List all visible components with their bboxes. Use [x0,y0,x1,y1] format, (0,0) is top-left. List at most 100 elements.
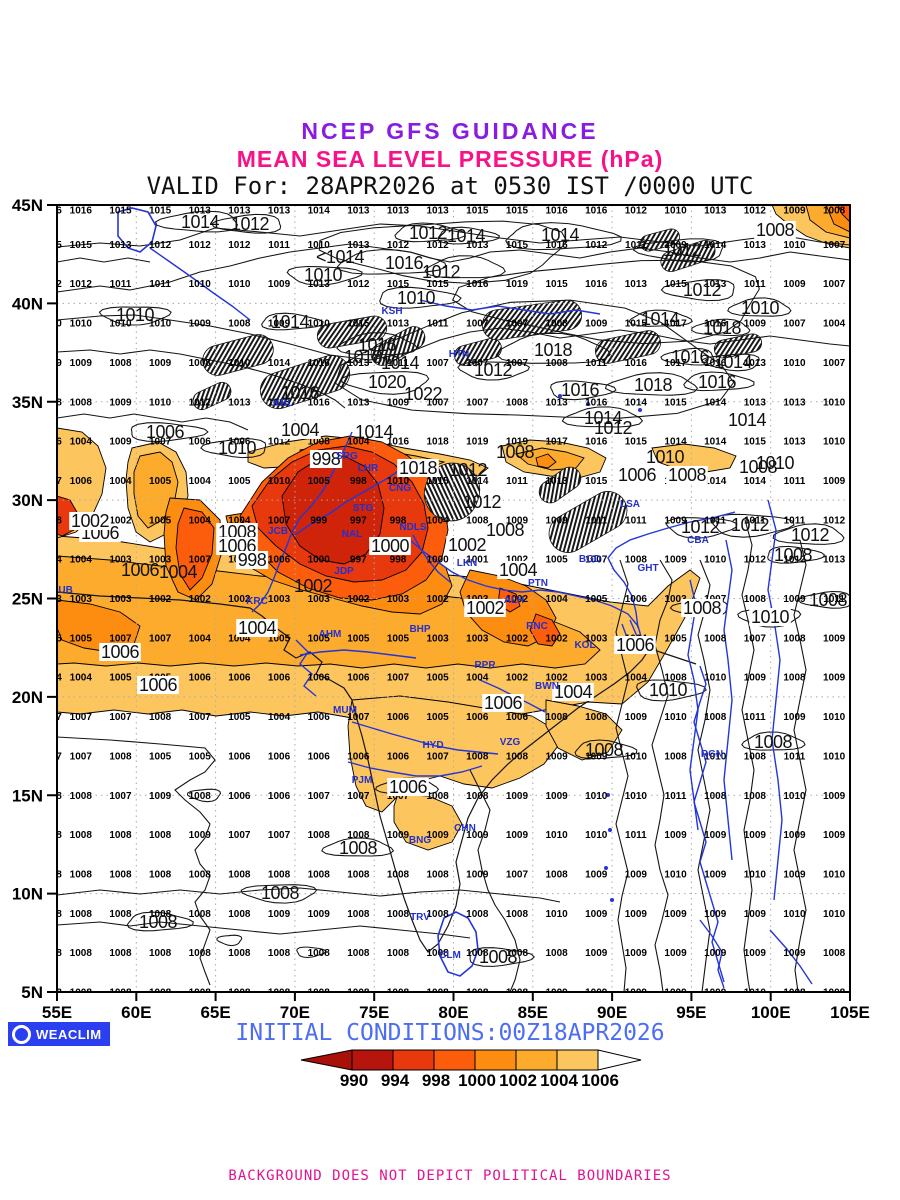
contour-label: 1014 [355,422,394,442]
colorbar-tick-label: 1002 [499,1071,537,1090]
grid-pressure-value: 1019 [466,437,489,448]
grid-pressure-value: 1010 [149,397,172,408]
grid-pressure-value: 1004 [466,673,489,684]
grid-pressure-value: 1009 [744,909,767,920]
grid-pressure-value: 1005 [427,712,450,723]
grid-pressure-value: 1004 [70,555,93,566]
grid-pressure-value: 997 [350,555,367,566]
contour-label: 1010 [649,680,688,700]
grid-pressure-value: 1007 [149,437,172,448]
grid-pressure-value: 1013 [783,397,806,408]
grid-pressure-value: 1008 [427,791,450,802]
grid-pressure-value: 1008 [228,988,251,999]
grid-pressure-value: 1009 [704,948,727,959]
grid-pressure-value: 1007 [823,358,846,369]
isobar-loop [437,226,501,245]
grid-pressure-value: 1013 [189,205,212,216]
isobar-fill-region [651,443,737,473]
contour-label: 1010 [304,265,343,285]
isobar-loop [240,884,318,904]
contour-label: 1012 [683,280,722,300]
isobar-loop [286,265,363,286]
lat-tick-label: 40N [12,294,43,313]
contour-label: 998 [312,449,341,469]
grid-pressure-value: 1008 [545,712,568,723]
isobar-line [57,887,561,903]
station-code-label: PTN [528,578,548,589]
contour-label: 1018 [534,340,573,360]
grid-pressure-value: 1010 [704,751,727,762]
isobar-loop [334,299,735,419]
grid-pressure-value: 1006 [347,751,370,762]
grid-pressure-value: 1012 [783,555,806,566]
grid-pressure-value: 1008 [506,948,529,959]
grid-pressure-value: 1007 [387,791,410,802]
grid-pressure-value: 1008 [109,988,132,999]
isobar-loop [210,213,282,234]
grid-pressure-value: 1008 [40,948,63,959]
grid-pressure-value: 1012 [149,240,172,251]
grid-pressure-value: 1004 [40,555,63,566]
grid-pressure-value: 1008 [149,830,172,841]
grid-pressure-value: 1007 [40,751,63,762]
station-code-label: ALH [504,595,525,606]
grid-pressure-value: 1012 [861,515,884,526]
grid-pressure-value: 1015 [625,319,648,330]
contour-label: 1008 [261,883,300,903]
contour-label: 1014 [181,212,220,232]
grid-pressure-value: 1010 [783,791,806,802]
station-code-label: CHN [454,823,476,834]
grid-pressure-value: 1007 [70,712,93,723]
station-code-label: LKN [457,558,478,569]
contour-label: 1006 [121,560,160,580]
grid-pressure-value: 1011 [585,515,607,526]
grid-pressure-value: 1004 [189,476,212,487]
grid-pressure-value: 1012 [268,437,291,448]
grid-pressure-value: 1006 [387,751,410,762]
grid-pressure-value: 1008 [308,830,331,841]
contour-label: 1006 [146,422,185,442]
isobar-line [57,223,850,248]
contour-label: 1008 [486,520,525,540]
grid-pressure-value: 1007 [506,869,529,880]
isobar-loop [741,731,806,751]
grid-pressure-value: 1007 [109,712,132,723]
contour-label: <1014 [316,247,365,267]
contour-label: 1010 [116,305,155,325]
grid-pressure-value: 1008 [109,751,132,762]
grid-pressure-value: 1010 [823,437,846,448]
dense-contour-cluster [538,466,582,504]
contour-label-box [369,537,411,555]
grid-pressure-value: 1007 [109,791,132,802]
grid-pressure-value: 1008 [823,988,846,999]
grid-pressure-value: 1010 [545,830,568,841]
grid-pressure-value: 1003 [109,594,132,605]
isobar-loop [772,523,845,545]
grid-pressure-value: 1008 [823,205,846,216]
grid-pressure-value: 1007 [861,279,884,290]
grid-pressure-value: 1009 [625,988,648,999]
station-code-label: NDLS [399,522,427,533]
grid-pressure-value: 1005 [109,673,132,684]
grid-pressure-value: 1004 [347,437,370,448]
grid-pressure-value: 1003 [149,555,172,566]
isobar-line [651,559,673,992]
grid-pressure-value: 1010 [704,555,727,566]
grid-pressure-value: 1009 [823,673,846,684]
grid-pressure-value: 1013 [268,205,291,216]
grid-pressure-value: 1006 [861,240,884,251]
grid-pressure-value: 1015 [664,397,687,408]
grid-pressure-value: 1007 [823,240,846,251]
river-line [347,761,483,777]
grid-pressure-value: 1007 [466,397,489,408]
grid-pressure-value: 1011 [784,751,806,762]
station-code-label: RNC [526,621,548,632]
grid-pressure-value: 1006 [268,791,291,802]
disclaimer-text: BACKGROUND DOES NOT DEPICT POLITICAL BOU… [228,1168,672,1184]
station-code-label: BGD [579,554,601,565]
contour-label: 1012 [449,460,488,480]
grid-pressure-value: 1005 [149,515,172,526]
isobar-loop [216,934,243,947]
contour-label: 1014 [728,410,767,430]
grid-pressure-value: 1010 [149,319,172,330]
